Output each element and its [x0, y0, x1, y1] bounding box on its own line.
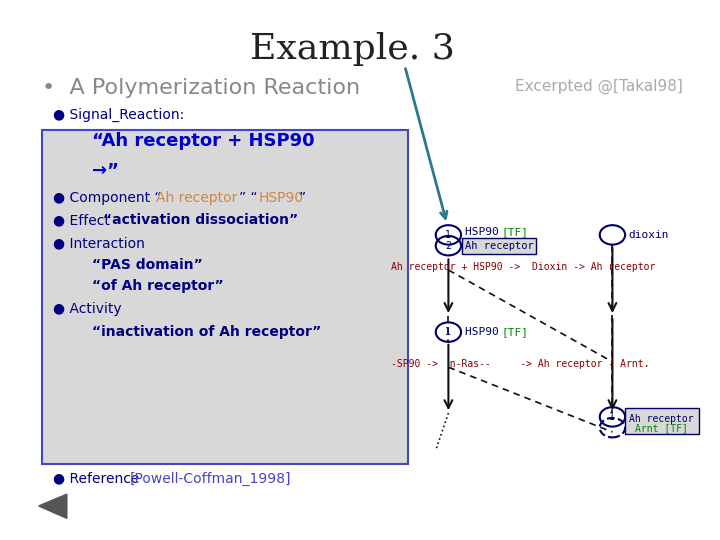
Text: Ah receptor: Ah receptor — [156, 191, 238, 205]
Text: Excerpted @[Takal98]: Excerpted @[Takal98] — [515, 78, 683, 93]
Text: ● Reference: ● Reference — [53, 471, 143, 485]
Text: Example. 3: Example. 3 — [250, 32, 454, 66]
Text: HSP90: HSP90 — [464, 227, 505, 237]
Text: ”: ” — [299, 191, 305, 205]
Text: 1: 1 — [609, 412, 616, 422]
Text: “Ah receptor + HSP90: “Ah receptor + HSP90 — [91, 132, 314, 150]
Text: Ah receptor + HSP90 ->  Dioxin -> Ah receptor: Ah receptor + HSP90 -> Dioxin -> Ah rece… — [391, 262, 655, 272]
Bar — [462, 238, 536, 254]
Text: HSP90: HSP90 — [464, 327, 505, 337]
Text: ● Component “: ● Component “ — [53, 191, 161, 205]
Text: “inactivation of Ah receptor”: “inactivation of Ah receptor” — [91, 325, 321, 339]
Text: -SP90 ->  n-Ras--     -> Ah receptor - Arnt.: -SP90 -> n-Ras-- -> Ah receptor - Arnt. — [391, 359, 649, 369]
FancyBboxPatch shape — [42, 130, 408, 464]
Text: [Powell-Coffman_1998]: [Powell-Coffman_1998] — [130, 471, 291, 485]
Text: Ah receptor: Ah receptor — [465, 241, 534, 251]
Text: Arnt [TF]: Arnt [TF] — [635, 423, 688, 433]
Text: “activation dissociation”: “activation dissociation” — [103, 213, 298, 227]
Text: “PAS domain”: “PAS domain” — [91, 258, 202, 272]
Text: ● Activity: ● Activity — [53, 302, 122, 316]
Text: ● Interaction: ● Interaction — [53, 236, 145, 250]
Text: dioxin: dioxin — [628, 230, 668, 240]
Text: •  A Polymerization Reaction: • A Polymerization Reaction — [42, 78, 361, 98]
Polygon shape — [39, 494, 67, 518]
Text: ● Signal_Reaction:: ● Signal_Reaction: — [53, 108, 184, 122]
Text: [TF]: [TF] — [502, 227, 529, 237]
Text: ● Effect: ● Effect — [53, 213, 114, 227]
Text: HSP90: HSP90 — [259, 191, 304, 205]
Text: Ah receptor: Ah receptor — [629, 414, 694, 424]
Bar — [625, 408, 699, 434]
Text: 2: 2 — [445, 241, 451, 251]
Text: 1: 1 — [446, 327, 451, 337]
Text: “of Ah receptor”: “of Ah receptor” — [91, 279, 223, 293]
Text: ” “: ” “ — [239, 191, 258, 205]
Text: [TF]: [TF] — [502, 327, 529, 337]
Text: →”: →” — [91, 162, 119, 180]
Text: 1: 1 — [446, 230, 451, 240]
